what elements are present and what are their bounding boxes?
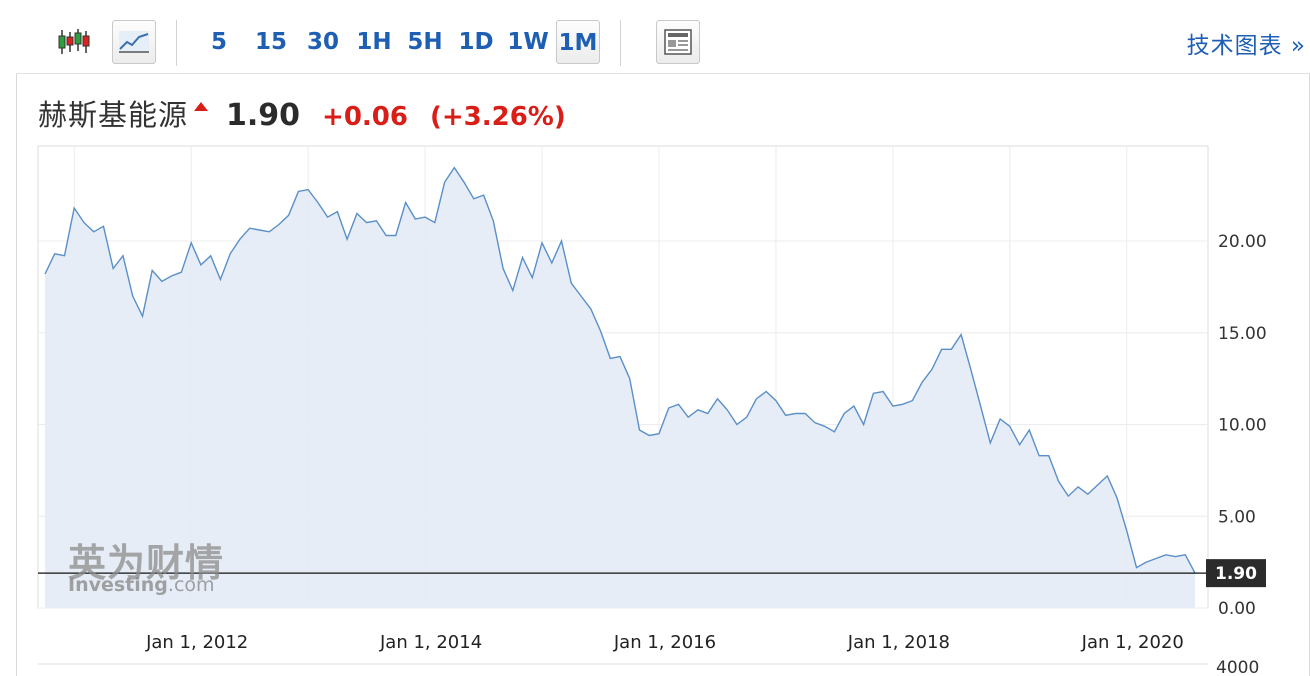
technical-chart-link[interactable]: 技术图表 » xyxy=(1186,33,1306,59)
last-price: 1.90 xyxy=(226,98,301,133)
toolbar-separator xyxy=(620,20,621,66)
up-arrow-icon xyxy=(194,102,209,111)
interval-1h[interactable]: 1H xyxy=(356,29,392,55)
watermark-en: Investing.com xyxy=(68,574,215,596)
y-tick-label: 0.00 xyxy=(1218,599,1256,619)
interval-5[interactable]: 5 xyxy=(210,29,227,55)
x-tick-label: Jan 1, 2020 xyxy=(1081,632,1184,653)
quote-header: 赫斯基能源 1.90 +0.06 (+3.26%) xyxy=(38,92,566,138)
x-axis: Jan 1, 2012 Jan 1, 2014 Jan 1, 2016 Jan 1, … xyxy=(145,632,1184,653)
interval-1d[interactable]: 1D xyxy=(458,29,494,55)
stock-name: 赫斯基能源 xyxy=(38,98,189,132)
newspaper-icon xyxy=(664,29,692,55)
chart-toolbar: 5 15 30 1H 5H 1D 1W 1M 技术图表 » xyxy=(16,12,1310,74)
interval-15[interactable]: 15 xyxy=(254,29,287,55)
y-tick-label: 5.00 xyxy=(1218,507,1256,527)
interval-1m[interactable]: 1M xyxy=(556,20,600,64)
watermark-en-main: Investing xyxy=(68,574,168,596)
interval-5h[interactable]: 5H xyxy=(407,29,443,55)
price-area xyxy=(45,167,1195,608)
x-tick-label: Jan 1, 2016 xyxy=(613,632,716,653)
news-button[interactable] xyxy=(656,20,700,64)
watermark-cn: 英为财情 xyxy=(68,541,225,585)
volume-tick-label: 4000 xyxy=(1216,658,1259,676)
x-tick-label: Jan 1, 2014 xyxy=(379,632,482,653)
interval-30[interactable]: 30 xyxy=(306,29,339,55)
last-price-marker: 1.90 xyxy=(1206,559,1266,588)
last-price-label: 1.90 xyxy=(1215,564,1257,584)
line-chart-icon xyxy=(119,31,149,53)
y-tick-label: 10.00 xyxy=(1218,416,1267,436)
price-change: +0.06 xyxy=(322,102,408,132)
line-chart-button[interactable] xyxy=(112,20,156,64)
price-line xyxy=(44,166,1196,574)
candlestick-icon xyxy=(58,29,90,54)
y-tick-label: 20.00 xyxy=(1218,232,1267,252)
y-tick-label: 15.00 xyxy=(1218,324,1267,344)
candlestick-button[interactable] xyxy=(52,20,96,64)
last-price-tag xyxy=(1206,559,1266,588)
y-axis: 20.00 15.00 10.00 5.00 0.00 xyxy=(1218,232,1267,619)
interval-1w[interactable]: 1W xyxy=(507,29,549,55)
x-tick-label: Jan 1, 2012 xyxy=(145,632,248,653)
x-tick-label: Jan 1, 2018 xyxy=(847,632,950,653)
toolbar-separator xyxy=(176,20,177,66)
watermark-en-suffix: .com xyxy=(167,574,215,596)
price-change-percent: (+3.26%) xyxy=(429,102,566,132)
